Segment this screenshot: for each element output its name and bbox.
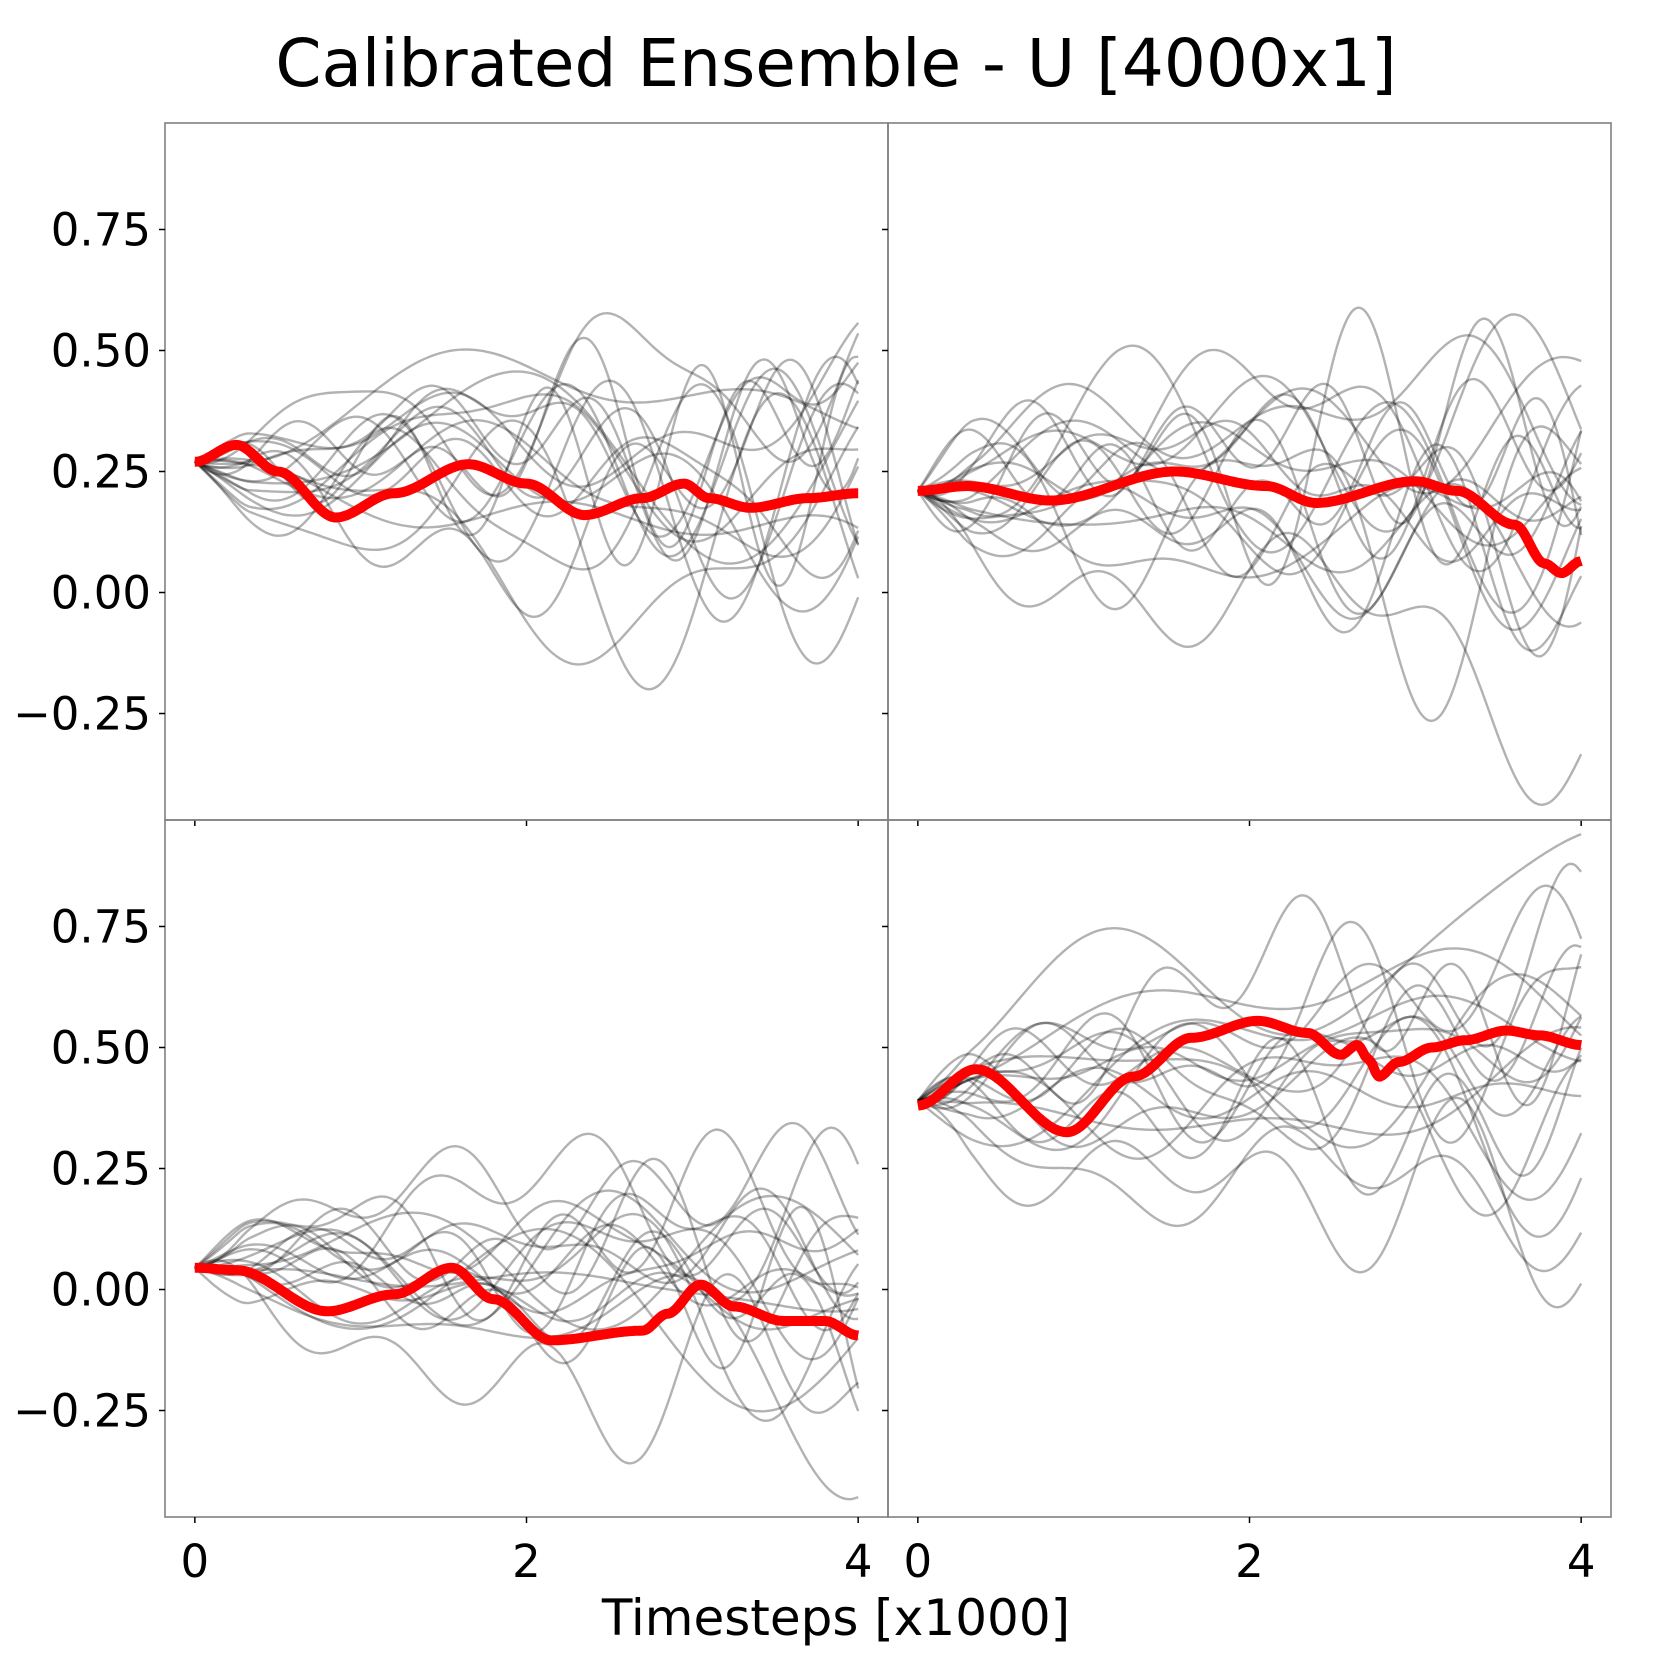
ensemble-line (917, 471, 1583, 579)
ensemble-line (194, 1212, 860, 1422)
ensemble-line (917, 313, 1583, 533)
ensemble-line (193, 392, 860, 691)
truth-line (916, 466, 1583, 579)
ensemble-line (917, 920, 1582, 1144)
figure-title: Calibrated Ensemble - U [4000x1] (275, 25, 1396, 102)
y-tick-label: 0.00 (51, 567, 151, 620)
ensemble-line (917, 1030, 1583, 1142)
ensemble-line (194, 336, 860, 549)
ensemble-line (917, 1055, 1583, 1201)
panel-frame (164, 819, 889, 1518)
ensemble-line (917, 443, 1583, 652)
y-tick-label: 0.75 (51, 900, 151, 953)
y-tick-label: 0.25 (51, 446, 151, 499)
ensemble-line (916, 1036, 1583, 1196)
panel-top-right (882, 122, 1612, 826)
ensemble-line (194, 1259, 859, 1465)
ensemble-line (194, 1266, 859, 1501)
x-axis-label: Timesteps [x1000] (601, 1589, 1070, 1647)
ensemble-line (194, 383, 860, 665)
ensemble-line (917, 489, 1583, 807)
x-tick-label: 2 (1235, 1535, 1264, 1588)
ensemble-line (917, 944, 1582, 1151)
ensemble-line (194, 348, 859, 466)
ensemble-line (917, 894, 1583, 1107)
y-tick-label: 0.25 (51, 1143, 151, 1196)
ensemble-line (194, 1132, 860, 1295)
ensemble-line (917, 419, 1582, 563)
ensemble-line (917, 833, 1582, 1102)
ensemble-line (917, 425, 1583, 723)
panel-bottom-right: 0 2 4 (882, 819, 1612, 1588)
ensemble-line (194, 1224, 859, 1315)
ensemble-line (194, 1121, 860, 1269)
ensemble-line (916, 377, 1583, 560)
ensemble-line (194, 367, 860, 558)
ensemble-line (194, 1227, 860, 1413)
ensemble-line (917, 947, 1583, 1102)
y-tick-label: 0.50 (51, 1021, 151, 1074)
ensemble-line (917, 1096, 1583, 1309)
ensemble-line (194, 361, 860, 538)
x-tick-label: 0 (181, 1535, 210, 1588)
ensemble-line (194, 370, 860, 565)
ensemble-line (194, 358, 860, 619)
ensemble-line (917, 884, 1583, 1107)
ensemble-line (194, 358, 860, 562)
ensemble-line (917, 478, 1582, 620)
x-tick-label: 4 (844, 1535, 873, 1588)
ensemble-lines (916, 306, 1583, 807)
panels-group: −0.25 0.00 0.25 0.50 0.75 −0.25 0.00 0.25 0.50 0.… (13, 122, 1612, 1588)
ensemble-line (194, 1128, 859, 1322)
ensemble-line (194, 1221, 860, 1361)
ensemble-line (194, 1126, 860, 1303)
y-tick-label: −0.25 (13, 1385, 151, 1438)
ensemble-line (917, 317, 1583, 528)
y-tick-label: 0.75 (51, 203, 151, 256)
x-tick-label: 0 (904, 1535, 933, 1588)
panel-bottom-left: −0.25 0.00 0.25 0.50 0.75 0 2 4 (13, 819, 889, 1588)
panel-frame (887, 122, 1612, 821)
ensemble-line (193, 1266, 859, 1331)
ensemble-line (194, 436, 860, 580)
ensemble-line (194, 457, 859, 537)
ensemble-line (194, 1192, 860, 1335)
ensemble-line (194, 1187, 859, 1321)
ensemble-line (194, 1189, 859, 1327)
ensemble-line (917, 348, 1582, 573)
y-tick-label: 0.50 (51, 324, 151, 377)
ensemble-line (917, 441, 1583, 658)
ensemble-line (916, 306, 1582, 587)
ensemble-line (194, 1194, 860, 1331)
panel-frame (887, 819, 1612, 1518)
ensemble-line (194, 1223, 859, 1307)
panel-top-left: −0.25 0.00 0.25 0.50 0.75 (13, 122, 889, 826)
ensemble-line (194, 311, 860, 497)
ensemble-lines (916, 833, 1583, 1309)
truth-line (193, 439, 860, 523)
ensemble-line (917, 994, 1582, 1148)
ensemble-line (917, 1015, 1583, 1238)
ensemble-line (194, 1157, 859, 1343)
ensemble-line (917, 355, 1582, 503)
y-tick-label: −0.25 (13, 688, 151, 741)
ensemble-line (917, 344, 1583, 614)
ensemble-lines (193, 311, 860, 691)
truth-line (916, 1015, 1583, 1138)
ensemble-line (917, 334, 1582, 506)
x-tick-label: 4 (1567, 1535, 1596, 1588)
ensemble-line (917, 428, 1583, 632)
ensemble-line (917, 421, 1582, 547)
ensemble-line (194, 1266, 859, 1313)
ensemble-line (917, 1016, 1583, 1102)
ensemble-line (194, 426, 860, 666)
ensemble-line (917, 1012, 1582, 1144)
x-tick-label: 2 (512, 1535, 541, 1588)
ensemble-line (917, 1099, 1583, 1273)
ensemble-line (194, 322, 860, 488)
truth-line (193, 1262, 860, 1346)
ensemble-line (917, 972, 1582, 1149)
y-tick-label: 0.00 (51, 1264, 151, 1317)
